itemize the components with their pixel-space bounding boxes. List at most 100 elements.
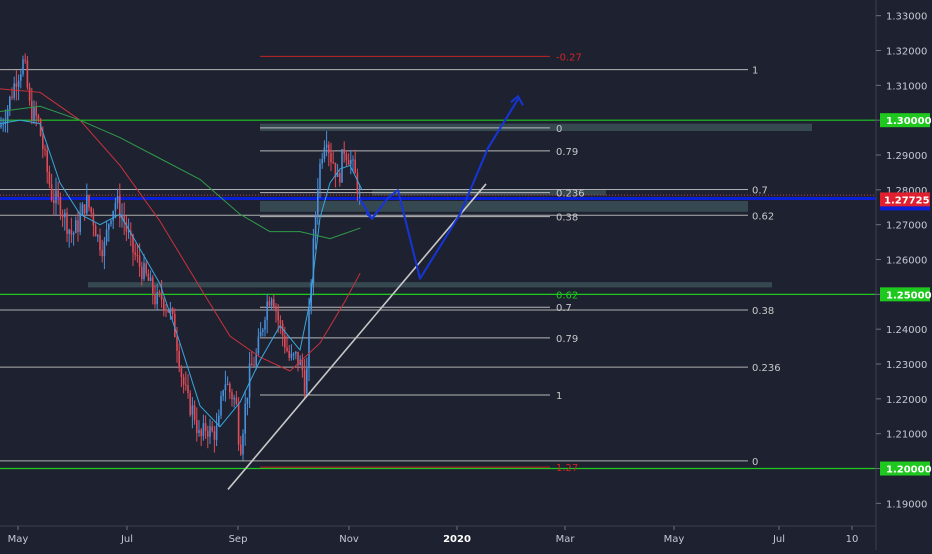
candles-group	[0, 53, 361, 461]
candle-body	[64, 212, 66, 218]
candle-body	[152, 277, 154, 296]
candle-body	[33, 106, 35, 121]
candle-body	[292, 353, 295, 355]
candle-body	[193, 405, 196, 421]
candle-body	[88, 195, 90, 208]
candle-body	[332, 162, 334, 164]
candle-body	[334, 162, 337, 177]
candle-body	[339, 173, 341, 183]
candle-body	[347, 160, 350, 165]
candle-body	[235, 397, 238, 404]
candle-body	[270, 299, 273, 306]
fib-level-label: 0	[556, 124, 562, 135]
candle-body	[273, 299, 275, 308]
candle-body	[290, 353, 293, 358]
candle-body	[66, 212, 68, 234]
candle-body	[303, 370, 306, 394]
candle-body	[22, 59, 24, 75]
time-axis-label: Jul	[120, 534, 133, 545]
candle-body	[83, 204, 86, 214]
candle-body	[215, 425, 218, 440]
drawing-group	[227, 94, 524, 490]
candle-body	[123, 215, 125, 223]
candle-body	[55, 190, 57, 204]
candle-body	[279, 320, 282, 324]
price-axis-highlight	[880, 461, 930, 476]
price-axis-label: 1.31000	[886, 81, 927, 92]
candle-body	[2, 124, 4, 126]
fib-level-label: 0.79	[556, 334, 578, 345]
candle-body	[141, 266, 143, 279]
zone-box	[260, 123, 812, 131]
blue-level-marker	[880, 206, 930, 211]
candle-body	[59, 197, 62, 215]
candle-body	[301, 359, 304, 371]
candle-body	[134, 252, 136, 255]
candle-body	[20, 74, 22, 81]
candle-body	[182, 377, 185, 385]
candle-body	[350, 159, 352, 165]
candle-body	[145, 263, 147, 274]
candle-body	[277, 311, 279, 321]
candle-body	[112, 210, 114, 221]
price-axis-label: 1.30000	[886, 116, 932, 127]
candle-body	[48, 171, 51, 185]
candle-body	[343, 149, 345, 155]
candle-body	[156, 292, 158, 305]
candle-body	[15, 83, 18, 87]
price-axis-label: 1.28000	[886, 186, 927, 197]
candle-body	[220, 395, 222, 416]
candle-body	[92, 212, 95, 226]
time-axis-label: Mar	[556, 534, 576, 545]
candle-body	[284, 335, 286, 348]
candle-body	[13, 83, 15, 98]
candle-body	[99, 235, 101, 251]
current-price-label: 1.27725	[884, 195, 930, 206]
candle-body	[0, 124, 2, 128]
candle-body	[185, 384, 187, 386]
candle-body	[37, 115, 40, 120]
candle-body	[297, 351, 299, 366]
candle-body	[136, 254, 139, 256]
time-axis-label: May	[664, 534, 685, 545]
price-axis-label: 1.22000	[886, 395, 927, 406]
candle-body	[180, 368, 183, 378]
candle-body	[39, 119, 42, 136]
projection-arrow-head	[365, 211, 378, 221]
candle-body	[110, 220, 112, 225]
price-axis-label: 1.32000	[886, 47, 927, 58]
candle-body	[200, 429, 202, 437]
candle-body	[231, 392, 233, 400]
candle-body	[191, 405, 194, 415]
candle-body	[352, 159, 354, 161]
candle-body	[310, 283, 312, 309]
candle-body	[244, 403, 246, 434]
candle-body	[345, 154, 348, 161]
candle-body	[246, 397, 249, 404]
candle-body	[105, 229, 108, 242]
candle-body	[24, 59, 26, 61]
fib-level-label: 0.79	[556, 147, 578, 158]
time-axis-label: Nov	[339, 534, 359, 545]
candle-body	[196, 420, 198, 433]
price-axis-label: 1.33000	[886, 12, 927, 23]
candle-body	[171, 308, 174, 314]
price-axis-label: 1.27000	[886, 221, 927, 232]
candle-body	[72, 232, 75, 235]
candle-body	[218, 415, 220, 426]
candle-body	[81, 204, 84, 215]
candle-body	[154, 295, 156, 305]
fibonacci-group: -0.27 1 0 0.79 0.236 0.38 0.62 0.7 0.79 1 1.27 0.7 0…	[0, 52, 781, 474]
candle-body	[77, 220, 79, 232]
price-axis-label: 1.25000	[886, 290, 932, 301]
candle-body	[50, 184, 53, 201]
zone-box	[88, 282, 772, 288]
fib-level-label: 0.7	[752, 185, 768, 196]
candle-body	[147, 273, 150, 281]
candle-body	[211, 426, 213, 432]
projection-arrow-head	[510, 94, 524, 106]
candle-body	[169, 308, 172, 313]
